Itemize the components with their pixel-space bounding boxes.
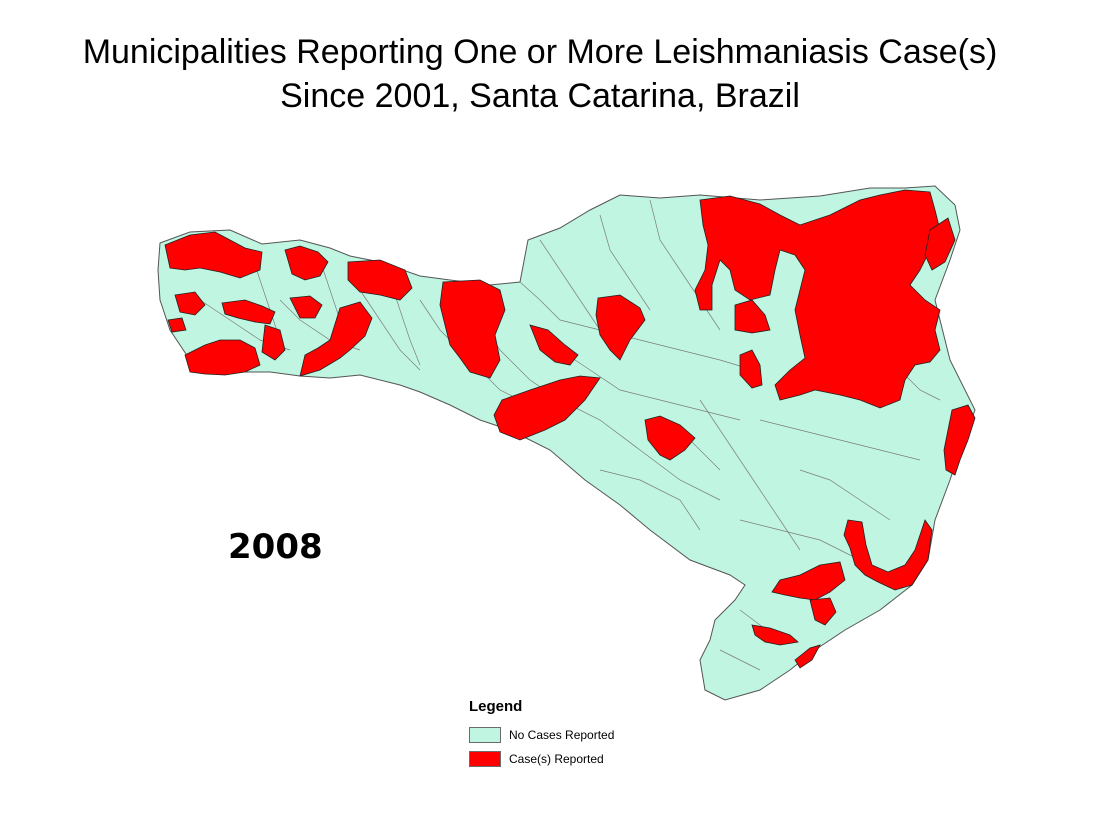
title-line-1: Municipalities Reporting One or More Lei… <box>82 33 998 71</box>
legend-item-no-cases: No Cases Reported <box>469 727 614 743</box>
legend-title: Legend <box>469 698 523 715</box>
title-line-2: Since 2001, Santa Catarina, Brazil <box>280 77 800 115</box>
legend-swatch-cases <box>469 751 501 767</box>
legend-label-cases: Case(s) Reported <box>509 752 604 766</box>
map-title: Municipalities Reporting One or More Lei… <box>0 30 1080 118</box>
legend: Legend No Cases Reported Case(s) Reporte… <box>469 698 614 775</box>
legend-swatch-no-cases <box>469 727 501 743</box>
state-map <box>157 185 976 701</box>
year-label: 2008 <box>228 527 323 567</box>
legend-label-no-cases: No Cases Reported <box>509 728 615 742</box>
case-regions <box>164 189 976 669</box>
legend-item-cases: Case(s) Reported <box>469 751 614 767</box>
